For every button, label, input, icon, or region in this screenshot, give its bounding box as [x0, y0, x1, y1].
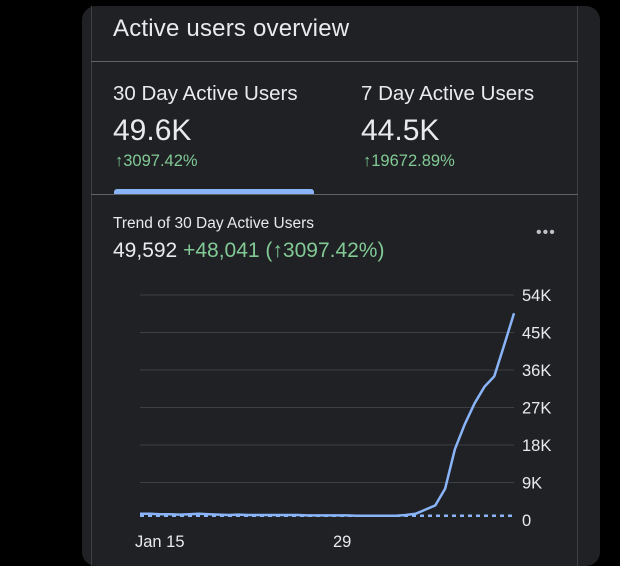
y-tick-label: 27K	[522, 400, 551, 418]
active-users-series-line	[140, 312, 516, 518]
y-tick-label: 36K	[522, 362, 551, 380]
metric-30day-change: ↑3097.42%	[115, 152, 198, 170]
y-tick-label: 54K	[522, 287, 551, 305]
card-title: Active users overview	[113, 15, 350, 42]
y-tick-label: 9K	[522, 475, 542, 493]
metric-7day-label[interactable]: 7 Day Active Users	[361, 82, 535, 105]
trend-value: 49,592	[113, 239, 178, 262]
title-divider	[91, 61, 578, 62]
x-tick-label: Jan 15	[135, 533, 185, 550]
trend-line-chart: 54K 45K 36K 27K 18K 9K 0 Jan 15 29	[135, 287, 551, 550]
active-users-card	[82, 6, 600, 566]
selected-tab-indicator	[114, 189, 314, 194]
metric-30day-value: 49.6K	[113, 114, 192, 147]
metric-7day-value: 44.5K	[361, 114, 440, 147]
y-tick-label: 45K	[522, 325, 551, 343]
metric-30day-label[interactable]: 30 Day Active Users	[113, 82, 298, 105]
card-inner-frame	[91, 6, 578, 566]
trend-title: Trend of 30 Day Active Users	[113, 215, 315, 232]
metric-7day-change: ↑19672.89%	[363, 152, 455, 170]
y-tick-label: 18K	[522, 437, 551, 455]
metrics-divider	[91, 194, 578, 195]
y-tick-label: 0	[522, 512, 531, 530]
x-tick-label: 29	[333, 533, 351, 550]
trend-change: +48,041 (↑3097.42%)	[183, 239, 385, 262]
trend-summary: 49,592 +48,041 (↑3097.42%)	[113, 239, 384, 263]
more-horizontal-icon[interactable]: •••	[536, 224, 556, 241]
